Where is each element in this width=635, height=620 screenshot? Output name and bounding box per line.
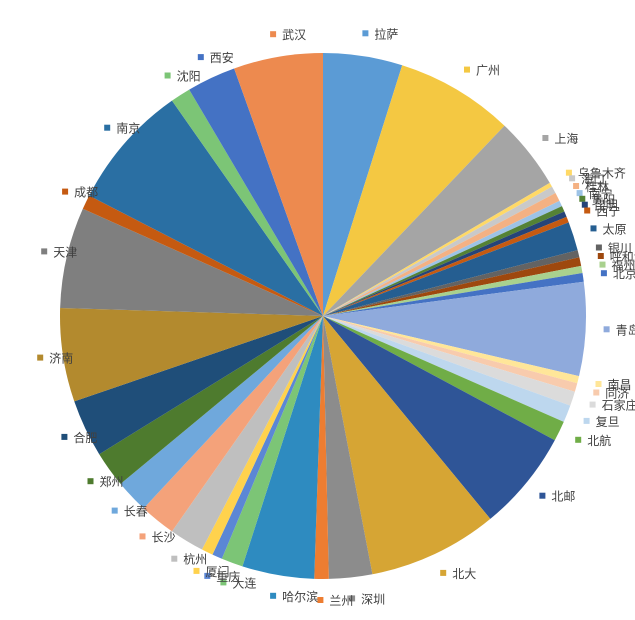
pie-label-北京: 北京 [601,267,635,281]
pie-label-text: 青岛 [616,322,635,337]
pie-label-marker [604,326,610,332]
pie-label-marker [88,478,94,484]
pie-label-南京: 南京 [104,121,140,136]
pie-label-杭州: 杭州 [171,552,207,567]
pie-label-marker [140,533,146,539]
pie-label-marker [362,30,368,36]
pie-label-复旦: 复旦 [584,415,620,429]
pie-label-成都: 成都 [62,186,98,200]
pie-label-marker [542,135,548,141]
pie-label-marker [539,493,545,499]
pie-label-marker [62,189,68,195]
pie-label-哈尔滨: 哈尔滨 [270,589,318,604]
pie-label-text: 济南 [49,351,73,366]
pie-label-长沙: 长沙 [140,530,176,544]
pie-label-marker [591,225,597,231]
pie-label-text: 成都 [74,186,98,200]
pie-label-沈阳: 沈阳 [165,69,201,84]
pie-label-武汉: 武汉 [270,28,306,42]
pie-label-marker [600,262,606,268]
pie-label-text: 西宁 [596,204,620,219]
pie-label-郑州: 郑州 [88,474,124,489]
pie-label-text: 厦门 [206,564,230,579]
pie-label-text: 长沙 [152,530,176,544]
pie-label-marker [575,437,581,443]
pie-label-marker [171,556,177,562]
pie-label-text: 广州 [476,64,500,78]
pie-label-text: 哈尔滨 [282,589,318,604]
pie-label-marker [596,245,602,251]
pie-label-marker [598,253,604,259]
pie-label-marker [440,570,446,576]
pie-label-text: 西安 [210,50,234,65]
pie-label-text: 拉萨 [374,26,398,41]
pie-label-拉萨: 拉萨 [362,26,398,41]
pie-label-marker [590,402,596,408]
pie-label-marker [573,183,579,189]
pie-label-长春: 长春 [112,505,148,519]
pie-label-西宁: 西宁 [584,204,620,219]
pie-label-深圳: 深圳 [349,592,385,606]
pie-label-marker [104,125,110,131]
pie-label-marker [37,355,43,361]
pie-label-text: 天津 [53,245,77,259]
pie-label-合肥: 合肥 [61,430,97,445]
pie-label-text: 复旦 [596,415,620,429]
pie-label-text: 南京 [116,121,140,136]
pie-label-text: 杭州 [183,552,207,567]
pie-label-marker [601,270,607,276]
pie-label-text: 合肥 [73,430,97,445]
pie-label-text: 郑州 [100,474,124,489]
pie-label-marker [464,67,470,73]
pie-label-text: 北邮 [551,490,575,504]
pie-label-marker [165,73,171,79]
pie-label-marker [569,175,575,181]
pie-label-marker [582,202,588,208]
pie-label-marker [112,508,118,514]
pie-label-text: 深圳 [361,592,385,606]
pie-label-text: 石家庄 [602,398,635,413]
pie-label-text: 长春 [124,505,148,519]
pie-label-text: 沈阳 [177,69,201,84]
pie-label-marker [593,390,599,396]
pie-label-marker [577,190,583,196]
pie-label-text: 兰州 [329,594,353,608]
pie-label-兰州: 兰州 [317,594,353,608]
pie-label-text: 太原 [603,221,627,236]
pie-label-石家庄: 石家庄 [590,398,635,413]
pie-label-marker [198,54,204,60]
pie-label-广州: 广州 [464,64,500,78]
pie-label-marker [270,593,276,599]
pie-label-marker [566,170,572,176]
pie-label-marker [596,381,602,387]
pie-label-marker [270,31,276,37]
pie-label-太原: 太原 [591,221,627,236]
pie-label-marker [584,208,590,214]
pie-label-marker [61,434,67,440]
pie-label-marker [584,418,590,424]
pie-label-text: 上海 [554,131,578,146]
pie-label-北邮: 北邮 [539,490,575,504]
pie-label-text: 北大 [452,567,476,581]
pie-label-marker [317,597,323,603]
pie-label-text: 北航 [587,433,611,448]
pie-label-marker [41,248,47,254]
pie-label-北航: 北航 [575,433,611,448]
pie-label-marker [194,568,200,574]
pie-label-marker [579,196,585,202]
pie-label-济南: 济南 [37,351,73,366]
pie-label-天津: 天津 [41,245,77,259]
pie-label-北大: 北大 [440,567,476,581]
pie-label-上海: 上海 [542,131,578,146]
pie-label-西安: 西安 [198,50,234,65]
pie-label-青岛: 青岛 [604,322,635,337]
pie-label-text: 北京 [613,267,635,281]
pie-label-text: 武汉 [282,28,306,42]
